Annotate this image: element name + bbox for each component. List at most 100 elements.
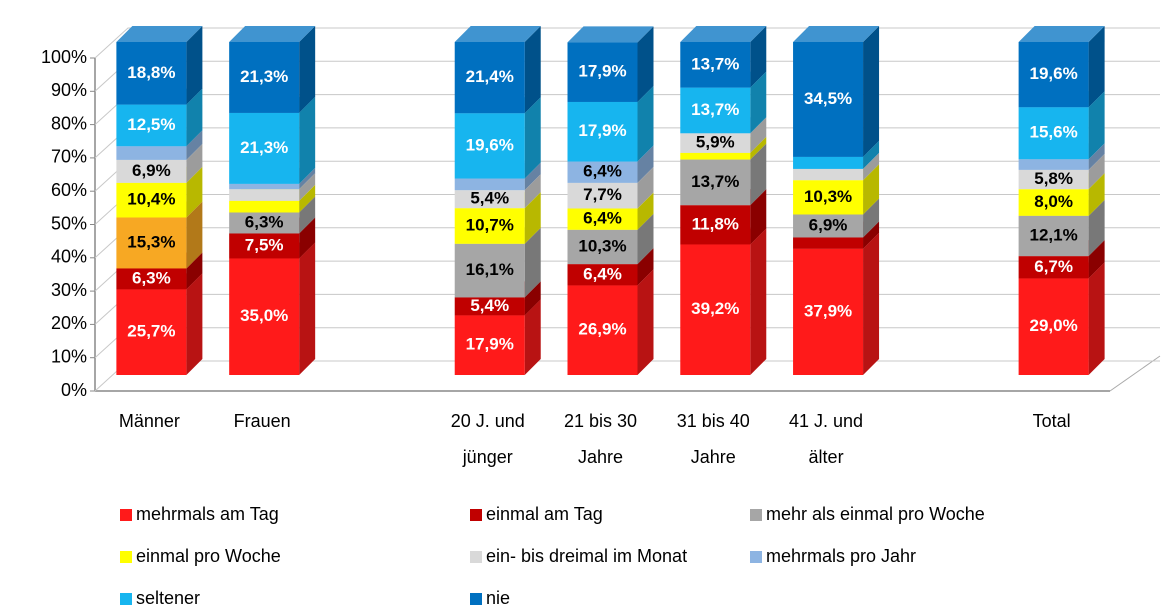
value-label: 17,9% bbox=[578, 121, 626, 140]
bar-segment bbox=[1018, 278, 1089, 375]
bar-segment bbox=[116, 42, 187, 105]
x-tick-label: 41 J. und älter bbox=[789, 411, 863, 467]
bar-segment bbox=[567, 285, 638, 375]
bar-side bbox=[1088, 262, 1105, 375]
bar-top bbox=[229, 26, 316, 42]
bar-segment bbox=[567, 208, 638, 230]
value-label: 5,9% bbox=[696, 133, 735, 152]
bar-segment bbox=[1018, 256, 1089, 279]
bar-segment bbox=[116, 146, 187, 160]
bar-side bbox=[750, 143, 767, 206]
bar-side bbox=[863, 221, 880, 249]
value-label: 16,1% bbox=[466, 260, 514, 279]
bar-side bbox=[637, 85, 654, 162]
x-tick-label: 20 J. und jünger bbox=[451, 411, 525, 467]
y-tick-label: 30% bbox=[51, 280, 87, 300]
value-label: 10,4% bbox=[127, 190, 175, 209]
value-label: 13,7% bbox=[691, 100, 739, 119]
value-label: 6,9% bbox=[132, 161, 171, 180]
value-label: 26,9% bbox=[578, 320, 626, 339]
value-label: 8,0% bbox=[1034, 192, 1073, 211]
x-tick-label: Frauen bbox=[234, 411, 291, 431]
value-label: 37,9% bbox=[804, 301, 852, 320]
value-label: 5,4% bbox=[470, 189, 509, 208]
bar-side bbox=[863, 232, 880, 375]
legend-label: mehr als einmal pro Woche bbox=[766, 504, 985, 524]
bar-segment bbox=[116, 104, 187, 147]
bar-side bbox=[1088, 173, 1105, 216]
value-label: 5,8% bbox=[1034, 169, 1073, 188]
y-tick-label: 50% bbox=[51, 213, 87, 233]
bar-segment bbox=[454, 178, 525, 191]
y-tick-label: 70% bbox=[51, 147, 87, 167]
bar-segment bbox=[116, 289, 187, 375]
bar-segment bbox=[793, 156, 864, 169]
bar-side bbox=[299, 184, 316, 213]
bar-segment bbox=[680, 152, 751, 160]
bar-segment bbox=[680, 87, 751, 134]
bar-segment bbox=[567, 264, 638, 286]
y-tick-label: 10% bbox=[51, 346, 87, 366]
legend-label: nie bbox=[486, 588, 510, 608]
bar-side bbox=[186, 88, 203, 147]
value-label: 12,1% bbox=[1030, 225, 1078, 244]
value-label: 7,7% bbox=[583, 185, 622, 204]
value-label: 19,6% bbox=[1030, 64, 1078, 83]
value-label: 17,9% bbox=[578, 62, 626, 81]
bar-side bbox=[524, 192, 541, 244]
bar-side bbox=[524, 227, 541, 298]
bar-side bbox=[637, 269, 654, 375]
bar-segment bbox=[229, 189, 300, 201]
bar-segment bbox=[793, 180, 864, 215]
value-label: 7,5% bbox=[245, 235, 284, 254]
value-label: 6,3% bbox=[245, 212, 284, 231]
bar-side bbox=[299, 96, 316, 184]
bar-segment bbox=[793, 168, 864, 181]
bar-side bbox=[750, 117, 767, 153]
bar-side bbox=[637, 145, 654, 183]
bar-segment bbox=[116, 268, 187, 290]
bar-side bbox=[186, 26, 203, 105]
legend-swatch bbox=[470, 551, 482, 563]
bar-segment bbox=[229, 200, 300, 213]
value-label: 11,8% bbox=[692, 214, 739, 233]
bar-side bbox=[186, 166, 203, 218]
bar-side bbox=[1088, 26, 1105, 108]
bar-side bbox=[863, 152, 880, 181]
value-label: 21,3% bbox=[240, 138, 288, 157]
value-label: 13,7% bbox=[691, 172, 739, 191]
bar-segment bbox=[567, 182, 638, 209]
bar-side bbox=[750, 228, 767, 375]
bar-top bbox=[680, 26, 767, 42]
legend-swatch bbox=[750, 509, 762, 521]
bar-segment bbox=[1018, 107, 1089, 160]
value-label: 6,9% bbox=[809, 215, 848, 234]
bar-segment bbox=[229, 42, 300, 113]
bar-segment bbox=[680, 42, 751, 88]
value-label: 12,5% bbox=[127, 115, 175, 134]
bar-segment bbox=[1018, 215, 1089, 257]
bar-segment bbox=[454, 315, 525, 375]
bar-side bbox=[1088, 91, 1105, 160]
value-label: 19,6% bbox=[466, 135, 514, 154]
legend-label: einmal am Tag bbox=[486, 504, 603, 524]
bar-segment bbox=[229, 212, 300, 234]
bar-segment bbox=[567, 229, 638, 265]
legend-swatch bbox=[470, 593, 482, 605]
value-label: 15,3% bbox=[127, 232, 175, 251]
bar-side bbox=[863, 164, 880, 215]
floor-edge bbox=[1109, 355, 1161, 392]
bar-segment bbox=[454, 297, 525, 316]
value-label: 10,3% bbox=[804, 187, 852, 206]
bar-segment bbox=[1018, 159, 1089, 170]
bar-segment bbox=[793, 42, 864, 157]
bar-segment bbox=[454, 190, 525, 209]
bar-segment bbox=[454, 243, 525, 298]
bar-side bbox=[750, 71, 767, 134]
value-label: 6,4% bbox=[583, 162, 622, 181]
bar-side bbox=[863, 198, 880, 238]
bar-side bbox=[299, 242, 316, 375]
value-label: 6,3% bbox=[132, 268, 171, 287]
bar-side bbox=[524, 97, 541, 179]
